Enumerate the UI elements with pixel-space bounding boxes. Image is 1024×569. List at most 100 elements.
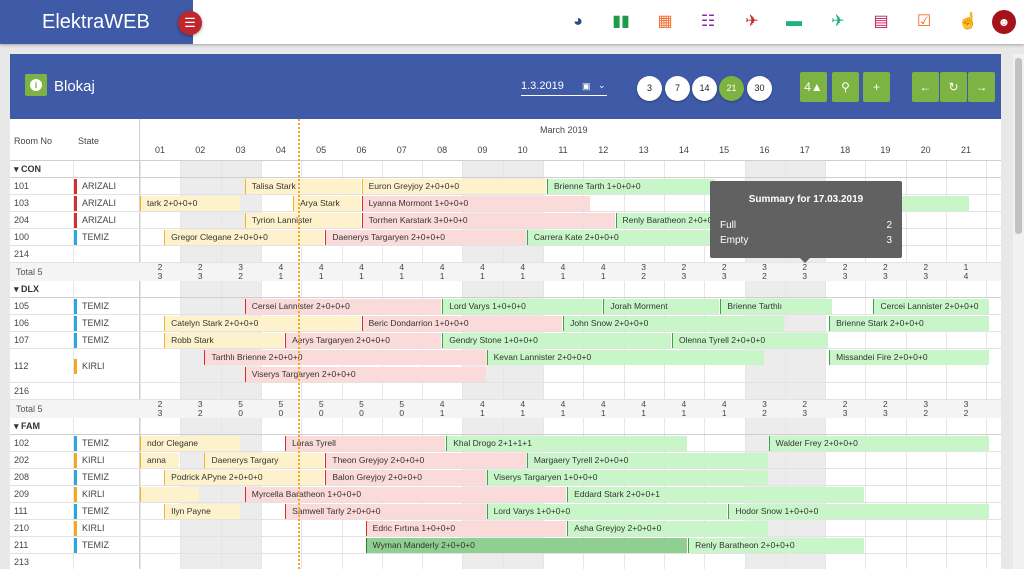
booking-bar[interactable]	[140, 487, 200, 502]
total-empty: 2	[641, 271, 646, 281]
touch-icon[interactable]: ☝	[958, 13, 978, 30]
dashboard-pie-icon[interactable]: ◕	[573, 13, 583, 30]
row-line	[10, 314, 1001, 315]
booking-bar[interactable]: Olenna Tyrell 2+0+0+0	[671, 333, 829, 348]
calendar-icon[interactable]: ☷	[700, 13, 716, 30]
booking-bar[interactable]: John Snow 2+0+0+0	[563, 316, 784, 331]
booking-bar[interactable]: Missandei Fire 2+0+0+0	[829, 350, 990, 365]
date-picker[interactable]: 1.3.2019 ▣ ⌄	[521, 80, 607, 96]
total-empty: 4	[963, 271, 969, 281]
booking-bar[interactable]: Tarthlı Brienne 2+0+0+0	[204, 350, 486, 365]
room-number: 214	[14, 249, 30, 259]
booking-bar[interactable]: Talisa Stark	[244, 179, 361, 194]
total-full: 4	[560, 262, 566, 272]
total-empty: 2	[923, 408, 929, 418]
refresh-button[interactable]: ↻	[940, 72, 967, 102]
booking-bar[interactable]: Edric Fırtına 1+0+0+0	[365, 521, 567, 536]
booking-bar[interactable]: Margaery Tyrell 2+0+0+0	[526, 453, 768, 468]
info-button[interactable]: i	[25, 74, 47, 96]
booking-bar[interactable]: Myrcella Baratheon 1+0+0+0	[244, 487, 567, 502]
calendar-small-icon[interactable]: ▣	[582, 81, 591, 91]
booking-bar[interactable]: ndor Clegane	[140, 436, 240, 451]
category-toggle[interactable]: ▾ FAM	[14, 421, 41, 431]
next-button[interactable]: →	[968, 72, 995, 102]
grid-icon[interactable]: ▦	[657, 13, 673, 30]
prev-button[interactable]: ←	[912, 72, 939, 102]
departure-icon[interactable]: ✈	[745, 13, 759, 30]
cart-icon[interactable]: ☑	[916, 13, 932, 30]
booking-bar[interactable]: Aerys Targaryen 2+0+0+0	[285, 333, 442, 348]
add-button[interactable]: +	[863, 72, 890, 102]
booking-bar[interactable]: Ilyn Payne	[164, 504, 240, 519]
category-toggle[interactable]: ▾ DLX	[14, 284, 40, 294]
total-full: 1	[963, 262, 969, 272]
category-toggle[interactable]: ▾ CON	[14, 164, 42, 174]
brand-logo[interactable]: ElektraWEB	[0, 0, 193, 44]
booking-bar[interactable]: Renly Baratheon 2+0+0+0	[615, 213, 724, 228]
card-icon[interactable]: ▤	[873, 13, 889, 30]
booking-bar[interactable]: Carrera Kate 2+0+0+0	[526, 230, 732, 245]
row-line	[10, 194, 1001, 195]
total-empty: 3	[721, 271, 727, 281]
booking-bar[interactable]: Viserys Targaryen 2+0+0+0	[244, 367, 486, 382]
booking-bar[interactable]: Gregor Clegane 2+0+0+0	[164, 230, 325, 245]
bar-chart-icon[interactable]: ▮▮	[612, 13, 630, 30]
booking-bar[interactable]: Daenerys Targaryen 2+0+0+0	[325, 230, 526, 245]
booking-bar[interactable]: Theon Greyjoy 2+0+0+0	[325, 453, 526, 468]
booking-bar[interactable]: Lord Varys 1+0+0+0	[442, 299, 603, 314]
booking-bar[interactable]: Eddard Stark 2+0+0+1	[567, 487, 865, 502]
page-scrollbar[interactable]	[1013, 54, 1024, 569]
booking-bar[interactable]: Brienne Tarthlı	[720, 299, 833, 314]
booking-bar[interactable]: Beric Dondarrion 1+0+0+0	[361, 316, 563, 331]
booking-bar[interactable]: Podrick APyne 2+0+0+0	[164, 470, 325, 485]
booking-bar[interactable]: Brienne Tarth 1+0+0+0	[547, 179, 716, 194]
booking-bar[interactable]: Khal Drogo 2+1+1+1	[446, 436, 688, 451]
booking-bar[interactable]: Lyanna Mormont 1+0+0+0	[361, 196, 591, 211]
booking-bar[interactable]: Balon Greyjoy 2+0+0+0	[325, 470, 486, 485]
booking-bar[interactable]: Brienne Stark 2+0+0+0	[829, 316, 990, 331]
bed-icon[interactable]: ▬	[786, 13, 802, 30]
range-button-3[interactable]: 3	[637, 76, 662, 101]
booking-bar[interactable]: Renly Baratheon 2+0+0+0	[688, 538, 865, 553]
booking-bar[interactable]: Walder Frey 2+0+0+0	[768, 436, 990, 451]
booking-bar[interactable]: Kevan Lannister 2+0+0+0	[486, 350, 764, 365]
booking-bar[interactable]: Euron Greyjoy 2+0+0+0	[361, 179, 547, 194]
beds-button[interactable]: 4▲	[800, 72, 827, 102]
booking-bar[interactable]: Daenerys Targary	[204, 453, 325, 468]
booking-bar[interactable]: Asha Greyjoy 2+0+0+0	[567, 521, 768, 536]
range-button-14[interactable]: 14	[692, 76, 717, 101]
range-button-21[interactable]: 21	[719, 76, 744, 101]
day-divider	[663, 161, 665, 569]
row-line	[10, 245, 1001, 246]
total-empty: 1	[600, 271, 606, 281]
booking-bar[interactable]: Tyrion Lannister	[244, 213, 361, 228]
booking-bar[interactable]: Torrhen Karstark 3+0+0+0	[361, 213, 615, 228]
booking-bar[interactable]: Robb Stark	[164, 333, 285, 348]
booking-bar[interactable]: anna	[140, 453, 180, 468]
arrival-icon[interactable]: ✈	[831, 13, 845, 30]
booking-bar[interactable]: Arya Stark	[293, 196, 361, 211]
booking-bar[interactable]: Lord Varys 1+0+0+0	[486, 504, 728, 519]
booking-bar[interactable]: tark 2+0+0+0	[140, 196, 240, 211]
range-button-30[interactable]: 30	[747, 76, 772, 101]
room-state: TEMIZ	[74, 470, 109, 485]
booking-bar[interactable]: Hodor Snow 1+0+0+0	[728, 504, 990, 519]
booking-bar[interactable]: Samwell Tarly 2+0+0+0	[285, 504, 486, 519]
booking-bar[interactable]: Gendry Stone 1+0+0+0	[442, 333, 671, 348]
user-avatar-button[interactable]: ☻	[992, 10, 1016, 34]
booking-bar[interactable]: Jorah Morment	[603, 299, 720, 314]
chevron-down-icon[interactable]: ⌄	[598, 80, 606, 90]
booking-bar[interactable]: Cercei Lannister 2+0+0+0	[873, 299, 990, 314]
range-button-7[interactable]: 7	[665, 76, 690, 101]
search-button[interactable]: ⚲	[832, 72, 859, 102]
total-empty: 3	[883, 271, 888, 281]
booking-bar[interactable]: Cersei Lannister 2+0+0+0	[244, 299, 442, 314]
scrollbar-thumb[interactable]	[1015, 58, 1022, 234]
day-header: 15	[719, 145, 730, 155]
booking-bar[interactable]: Catelyn Stark 2+0+0+0	[164, 316, 361, 331]
booking-bar[interactable]: Wyman Manderly 2+0+0+0	[365, 538, 688, 553]
booking-bar[interactable]: Loras Tyrell	[285, 436, 446, 451]
menu-button[interactable]: ☰	[178, 11, 202, 35]
booking-bar[interactable]: Viserys Targaryen 1+0+0+0	[486, 470, 768, 485]
room-state: KIRLI	[74, 358, 105, 374]
